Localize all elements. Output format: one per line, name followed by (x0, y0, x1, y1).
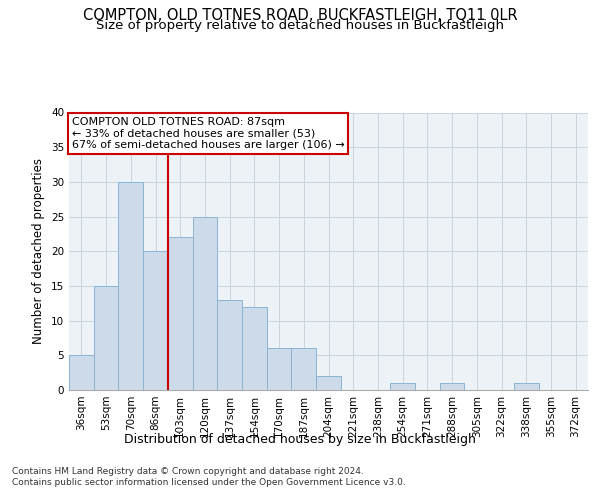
Bar (292, 348, 316, 390)
Bar (69, 356, 94, 390)
Text: COMPTON, OLD TOTNES ROAD, BUCKFASTLEIGH, TQ11 0LR: COMPTON, OLD TOTNES ROAD, BUCKFASTLEIGH,… (83, 8, 517, 22)
Bar (168, 238, 193, 390)
Text: COMPTON OLD TOTNES ROAD: 87sqm
← 33% of detached houses are smaller (53)
67% of : COMPTON OLD TOTNES ROAD: 87sqm ← 33% of … (71, 116, 344, 150)
Text: Distribution of detached houses by size in Buckfastleigh: Distribution of detached houses by size … (124, 432, 476, 446)
Bar (440, 383, 464, 390)
Bar (267, 348, 292, 390)
Bar (94, 286, 118, 390)
Bar (118, 182, 143, 390)
Bar (193, 216, 217, 390)
Text: Contains HM Land Registry data © Crown copyright and database right 2024.
Contai: Contains HM Land Registry data © Crown c… (12, 468, 406, 487)
Bar (390, 383, 415, 390)
Bar (242, 306, 267, 390)
Bar (316, 376, 341, 390)
Bar (514, 383, 539, 390)
Y-axis label: Number of detached properties: Number of detached properties (32, 158, 46, 344)
Text: Size of property relative to detached houses in Buckfastleigh: Size of property relative to detached ho… (96, 19, 504, 32)
Bar (217, 300, 242, 390)
Bar (143, 251, 168, 390)
